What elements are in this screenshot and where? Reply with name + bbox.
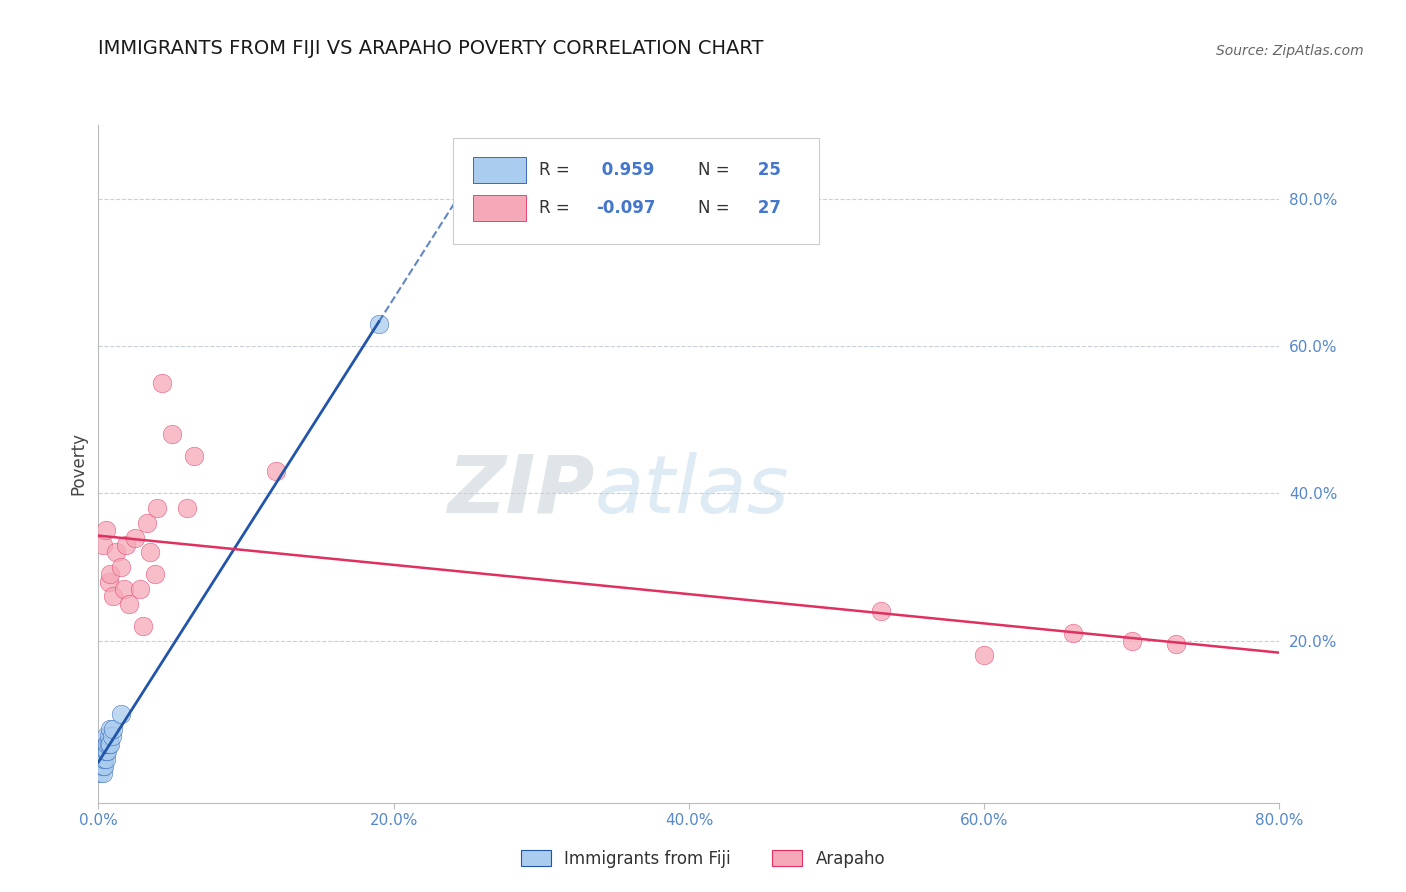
- Point: [150, 376, 173, 390]
- Point: [91, 759, 114, 773]
- Text: ZIP: ZIP: [447, 452, 595, 530]
- Point: [139, 545, 162, 559]
- Point: [91, 538, 114, 552]
- Point: [93, 744, 115, 758]
- Point: [90, 744, 112, 758]
- Text: 0.959: 0.959: [596, 161, 654, 179]
- Text: 27: 27: [752, 199, 780, 218]
- Point: [1062, 626, 1084, 640]
- Point: [90, 759, 112, 773]
- Point: [176, 501, 198, 516]
- Point: [94, 737, 117, 751]
- Text: N =: N =: [699, 161, 735, 179]
- Point: [183, 450, 205, 464]
- Point: [162, 427, 183, 442]
- Point: [128, 582, 150, 596]
- Point: [143, 567, 166, 582]
- Point: [110, 707, 132, 722]
- Point: [136, 516, 159, 530]
- Point: [98, 567, 121, 582]
- Text: R =: R =: [538, 199, 575, 218]
- Text: atlas: atlas: [595, 452, 789, 530]
- FancyBboxPatch shape: [453, 138, 818, 244]
- Point: [94, 744, 117, 758]
- Point: [110, 560, 132, 574]
- Point: [264, 464, 287, 478]
- Point: [368, 317, 391, 331]
- FancyBboxPatch shape: [472, 195, 526, 221]
- Point: [96, 744, 118, 758]
- Point: [94, 751, 117, 765]
- Point: [112, 582, 135, 596]
- Point: [89, 766, 111, 780]
- Point: [98, 737, 121, 751]
- Point: [103, 590, 125, 604]
- Point: [124, 531, 146, 545]
- Point: [94, 730, 117, 744]
- Point: [97, 574, 120, 589]
- Text: N =: N =: [699, 199, 735, 218]
- Point: [115, 538, 138, 552]
- Text: IMMIGRANTS FROM FIJI VS ARAPAHO POVERTY CORRELATION CHART: IMMIGRANTS FROM FIJI VS ARAPAHO POVERTY …: [98, 39, 763, 58]
- Point: [973, 648, 995, 663]
- Point: [105, 545, 128, 559]
- Point: [1121, 633, 1143, 648]
- Point: [1164, 637, 1187, 651]
- Point: [100, 730, 122, 744]
- Point: [93, 751, 115, 765]
- Point: [90, 751, 112, 765]
- Point: [869, 604, 891, 618]
- Point: [91, 751, 114, 765]
- FancyBboxPatch shape: [472, 157, 526, 183]
- Point: [97, 730, 120, 744]
- Point: [91, 744, 114, 758]
- Text: Source: ZipAtlas.com: Source: ZipAtlas.com: [1216, 44, 1364, 58]
- Text: R =: R =: [538, 161, 575, 179]
- Point: [97, 737, 120, 751]
- Point: [146, 501, 169, 516]
- Point: [91, 766, 114, 780]
- Text: -0.097: -0.097: [596, 199, 655, 218]
- Point: [118, 597, 141, 611]
- Point: [132, 619, 155, 633]
- Point: [94, 523, 117, 537]
- Point: [96, 737, 118, 751]
- Text: 25: 25: [752, 161, 780, 179]
- Y-axis label: Poverty: Poverty: [69, 433, 87, 495]
- Point: [98, 722, 121, 736]
- Legend: Immigrants from Fiji, Arapaho: Immigrants from Fiji, Arapaho: [515, 844, 891, 875]
- Point: [93, 759, 115, 773]
- Point: [103, 722, 125, 736]
